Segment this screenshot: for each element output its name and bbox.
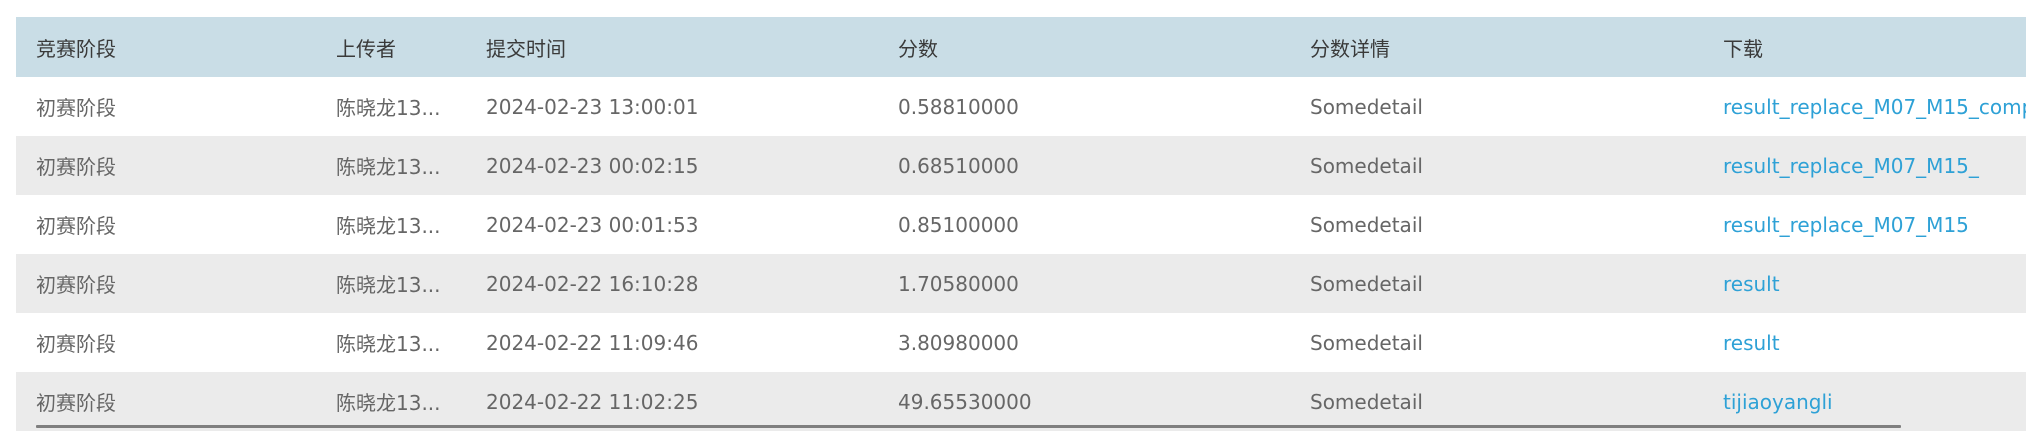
stage-cell: 初赛阶段: [36, 155, 116, 179]
download-cell: result_replace_M07_M15_: [1703, 136, 2026, 195]
score-cell: 0.85100000: [898, 212, 1019, 237]
download-cell: result: [1703, 254, 2026, 313]
score-cell: 1.70580000: [898, 271, 1019, 296]
score-detail-cell: Somedetail: [1310, 212, 1423, 237]
column-header-submit-time: 提交时间: [486, 36, 566, 61]
table-row: 初赛阶段 陈晓龙13... 2024-02-23 00:02:15 0.6851…: [16, 136, 2026, 195]
table-row: 初赛阶段 陈晓龙13... 2024-02-22 16:10:28 1.7058…: [16, 254, 2026, 313]
submit-time-cell: 2024-02-23 13:00:01: [486, 94, 699, 119]
score-detail-cell: Somedetail: [1310, 94, 1423, 119]
submissions-table-container: 竞赛阶段 上传者 提交时间 分数 分数详情 下载 初赛阶段 陈晓龙13... 2…: [16, 17, 2026, 434]
table-row: 初赛阶段 陈晓龙13... 2024-02-23 00:01:53 0.8510…: [16, 195, 2026, 254]
column-header-uploader: 上传者: [336, 36, 396, 61]
submit-time-cell: 2024-02-23 00:01:53: [486, 212, 699, 237]
download-cell: result_replace_M07_M15: [1703, 195, 2026, 254]
score-detail-cell: Somedetail: [1310, 389, 1423, 414]
score-cell: 3.80980000: [898, 330, 1019, 355]
score-cell: 0.68510000: [898, 153, 1019, 178]
score-detail-cell: Somedetail: [1310, 153, 1423, 178]
submit-time-cell: 2024-02-22 16:10:28: [486, 271, 699, 296]
submit-time-cell: 2024-02-22 11:02:25: [486, 389, 699, 414]
stage-cell: 初赛阶段: [36, 332, 116, 356]
uploader-cell: 陈晓龙13...: [336, 214, 441, 238]
uploader-cell: 陈晓龙13...: [336, 155, 441, 179]
stage-cell: 初赛阶段: [36, 96, 116, 120]
download-cell: result: [1703, 313, 2026, 372]
stage-cell: 初赛阶段: [36, 214, 116, 238]
download-link[interactable]: result_replace_M07_M15_compe: [1723, 94, 2026, 119]
table-row: 初赛阶段 陈晓龙13... 2024-02-23 13:00:01 0.5881…: [16, 77, 2026, 136]
horizontal-scrollbar[interactable]: [36, 425, 1901, 428]
submissions-table: 竞赛阶段 上传者 提交时间 分数 分数详情 下载 初赛阶段 陈晓龙13... 2…: [16, 17, 2026, 431]
stage-cell: 初赛阶段: [36, 391, 116, 415]
column-header-download: 下载: [1723, 36, 1763, 61]
column-header-score-detail: 分数详情: [1310, 36, 1390, 61]
score-cell: 0.58810000: [898, 94, 1019, 119]
submit-time-cell: 2024-02-23 00:02:15: [486, 153, 699, 178]
table-header: 竞赛阶段 上传者 提交时间 分数 分数详情 下载: [16, 17, 2026, 77]
score-cell: 49.65530000: [898, 389, 1032, 414]
uploader-cell: 陈晓龙13...: [336, 96, 441, 120]
download-link[interactable]: result_replace_M07_M15_: [1723, 153, 1979, 178]
uploader-cell: 陈晓龙13...: [336, 391, 441, 415]
column-header-score: 分数: [898, 36, 938, 61]
table-header-row: 竞赛阶段 上传者 提交时间 分数 分数详情 下载: [16, 17, 2026, 77]
column-header-stage: 竞赛阶段: [36, 36, 116, 61]
download-link[interactable]: result: [1723, 330, 1780, 355]
score-detail-cell: Somedetail: [1310, 271, 1423, 296]
table-body: 初赛阶段 陈晓龙13... 2024-02-23 13:00:01 0.5881…: [16, 77, 2026, 431]
download-cell: result_replace_M07_M15_compe: [1703, 77, 2026, 136]
download-link[interactable]: result: [1723, 271, 1780, 296]
download-cell: tijiaoyangli: [1703, 372, 2026, 431]
uploader-cell: 陈晓龙13...: [336, 273, 441, 297]
table-row: 初赛阶段 陈晓龙13... 2024-02-22 11:02:25 49.655…: [16, 372, 2026, 431]
table-row: 初赛阶段 陈晓龙13... 2024-02-22 11:09:46 3.8098…: [16, 313, 2026, 372]
stage-cell: 初赛阶段: [36, 273, 116, 297]
download-link[interactable]: tijiaoyangli: [1723, 389, 1833, 414]
submit-time-cell: 2024-02-22 11:09:46: [486, 330, 699, 355]
score-detail-cell: Somedetail: [1310, 330, 1423, 355]
uploader-cell: 陈晓龙13...: [336, 332, 441, 356]
download-link[interactable]: result_replace_M07_M15: [1723, 212, 1969, 237]
